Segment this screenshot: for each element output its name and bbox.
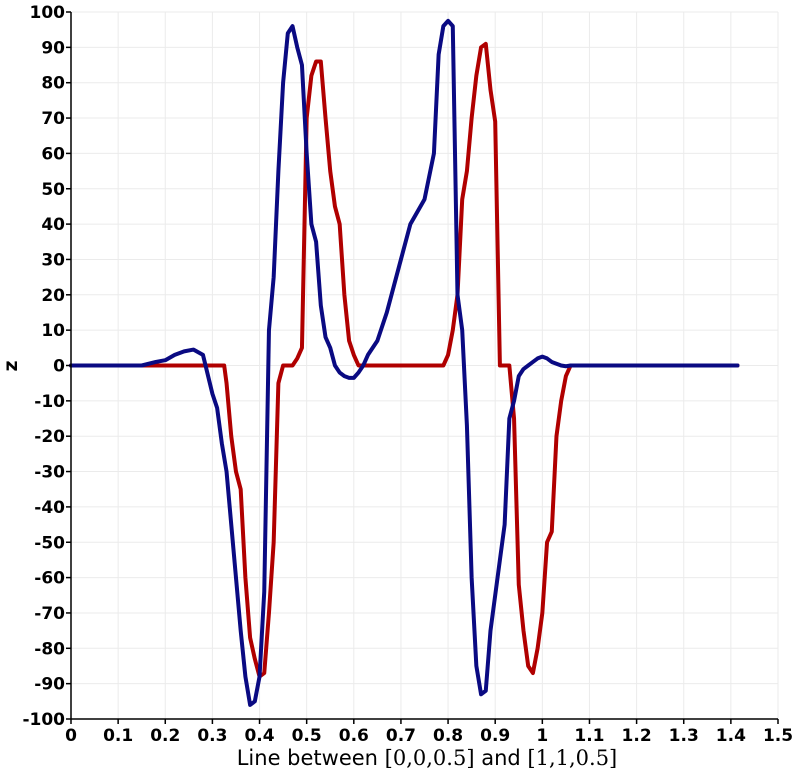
y-tick-label: -10 <box>34 392 65 412</box>
x-axis-title: Line between [0,0,0.5] and [1,1,0.5] <box>237 746 618 770</box>
y-tick-label: 70 <box>41 109 65 129</box>
y-tick-label: 100 <box>30 3 66 23</box>
x-tick-label: 0.4 <box>244 726 274 746</box>
y-tick-label: -90 <box>34 675 65 695</box>
y-tick-label: 30 <box>41 250 65 270</box>
x-tick-label: 0.2 <box>150 726 180 746</box>
y-tick-label: 40 <box>41 215 65 235</box>
y-tick-label: 60 <box>41 144 65 164</box>
x-tick-label: 0.7 <box>386 726 416 746</box>
x-tick-label: 0.8 <box>433 726 463 746</box>
x-tick-label: 0.6 <box>339 726 369 746</box>
y-tick-label: 0 <box>53 357 65 377</box>
y-tick-label: -60 <box>34 569 65 589</box>
x-tick-label: 1.3 <box>669 726 699 746</box>
x-tick-label: 1.1 <box>574 726 604 746</box>
x-axis-title-middle: and <box>475 746 528 770</box>
y-tick-label: -20 <box>34 427 65 447</box>
y-tick-label: -50 <box>34 533 65 553</box>
series-line-2 <box>69 18 740 707</box>
y-tick-label: 90 <box>41 38 65 58</box>
y-tick-label: -40 <box>34 498 65 518</box>
axes <box>66 11 779 724</box>
y-tick-label: -30 <box>34 463 65 483</box>
y-tick-label: 80 <box>41 74 65 94</box>
series-line-1 <box>69 41 740 679</box>
y-tick-label: -70 <box>34 604 65 624</box>
y-tick-label: -100 <box>22 710 65 730</box>
y-axis-title: z <box>0 360 22 371</box>
x-tick-label: 1.2 <box>622 726 652 746</box>
y-tick-label: -80 <box>34 639 65 659</box>
y-tick-label: 10 <box>41 321 65 341</box>
x-tick-label: 1.4 <box>716 726 746 746</box>
x-tick-label: 0.5 <box>292 726 322 746</box>
y-tick-label: 20 <box>41 286 65 306</box>
x-axis-title-prefix: Line between <box>237 746 385 770</box>
x-tick-label: 1.5 <box>763 726 793 746</box>
x-tick-label: 0 <box>65 726 77 746</box>
x-tick-labels: 0 0.1 0.2 0.3 0.4 0.5 0.6 0.7 0.8 0.9 1 1.1 1.2 1.3 1.… <box>65 726 793 746</box>
x-tick-label: 0.9 <box>480 726 510 746</box>
x-axis-title-start: [0,0,0.5] <box>385 746 475 770</box>
x-tick-label: 0.1 <box>103 726 133 746</box>
x-tick-label: 0.3 <box>197 726 227 746</box>
series-layer <box>69 18 740 707</box>
y-tick-label: 50 <box>41 180 65 200</box>
x-axis-title-end: [1,1,0.5] <box>527 746 617 770</box>
y-tick-labels: 1009080706050403020100-10-20-30-40-50-60… <box>22 3 65 730</box>
x-tick-label: 1 <box>536 726 548 746</box>
